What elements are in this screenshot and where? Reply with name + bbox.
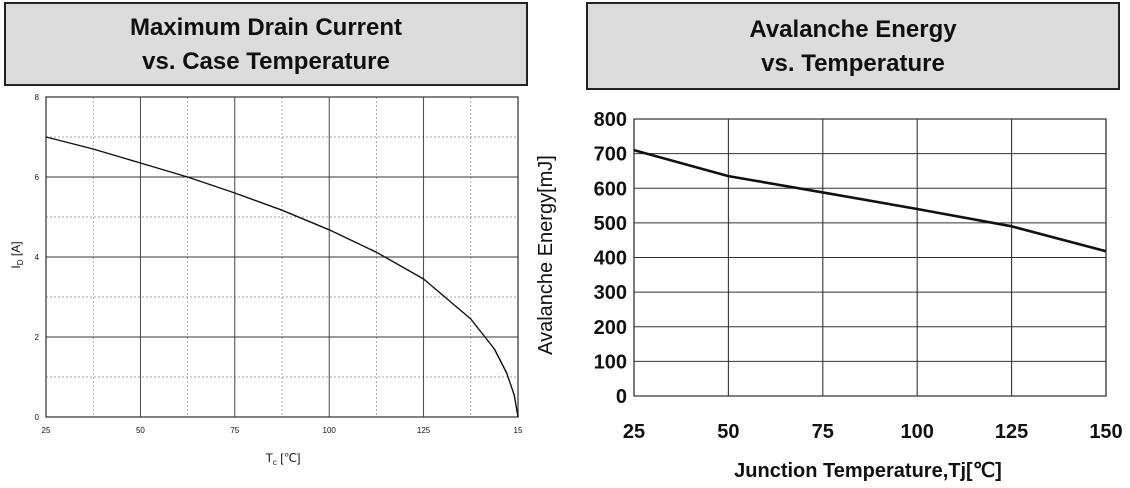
chart1-x-tick-label: 75 [230, 426, 239, 435]
chart2-x-tick-label: 125 [995, 421, 1028, 443]
chart2-series [633, 148, 1107, 253]
chart2-y-axis-label: Avalanche Energy[mJ] [535, 155, 557, 355]
chart1-y-tick-label: 4 [35, 253, 40, 262]
chart1-series [45, 136, 519, 418]
chart2-x-tick-label: 50 [717, 421, 739, 443]
chart1-y-label-sub: D [16, 259, 25, 265]
chart2-y-tick-label: 100 [594, 351, 627, 373]
chart1-y-axis-label: ID [A] [9, 241, 25, 268]
chart2-series-line [633, 148, 1107, 253]
chart1-y-tick-label: 0 [35, 413, 40, 422]
chart2-x-tick-label: 75 [812, 421, 834, 443]
chart1-title-box: Maximum Drain Current vs. Case Temperatu… [4, 2, 528, 86]
chart2-title-line2: vs. Temperature [761, 50, 945, 77]
chart2-x-tick-label: 100 [901, 421, 934, 443]
chart2-y-tick-label: 800 [594, 109, 627, 131]
chart1-x-label-unit: [℃] [277, 451, 300, 465]
chart1-y-tick-label: 8 [35, 93, 40, 102]
chart2-x-tick-label: 150 [1089, 421, 1122, 443]
chart2-grid [633, 118, 1107, 397]
chart1-x-label-main: T [266, 451, 274, 465]
chart2-tick-labels: 25 50 75 100 125 150 0 100 200 300 400 500 600 700 800 [594, 109, 1123, 443]
chart1-x-axis-label: Tc [℃] [266, 451, 301, 467]
chart1-y-tick-label: 6 [35, 173, 40, 182]
chart1-series-line [45, 136, 519, 418]
chart1-y-tick-label: 2 [35, 333, 40, 342]
chart2-y-tick-label: 0 [616, 386, 627, 408]
chart1-x-tick-label: 25 [42, 426, 51, 435]
chart1-title-line1: Maximum Drain Current [129, 14, 403, 41]
chart2-y-tick-label: 200 [594, 317, 627, 339]
chart1-x-tick-label: 15 [514, 426, 523, 435]
chart1-x-tick-label: 125 [417, 426, 431, 435]
chart1-y-label-main: I [9, 265, 23, 268]
chart2-x-tick-label: 25 [623, 421, 645, 443]
chart2-title-line1: Avalanche Energy [749, 16, 957, 43]
chart2-y-tick-label: 400 [594, 248, 627, 270]
chart1-x-tick-label: 50 [136, 426, 145, 435]
chart2-y-tick-label: 600 [594, 178, 627, 200]
chart2-y-tick-label: 700 [594, 144, 627, 166]
chart1-x-tick-label: 100 [323, 426, 337, 435]
chart1-grid [45, 96, 519, 418]
chart1-title-line2: vs. Case Temperature [142, 48, 390, 75]
chart1-y-label-unit: [A] [9, 241, 23, 259]
chart2-title-box: Avalanche Energy vs. Temperature [586, 2, 1120, 90]
chart1-x-label-sub: c [273, 458, 277, 467]
chart2-x-axis-label: Junction Temperature,Tj[℃] [734, 460, 1002, 482]
chart2-y-tick-label: 300 [594, 282, 627, 304]
chart2-y-tick-label: 500 [594, 213, 627, 235]
